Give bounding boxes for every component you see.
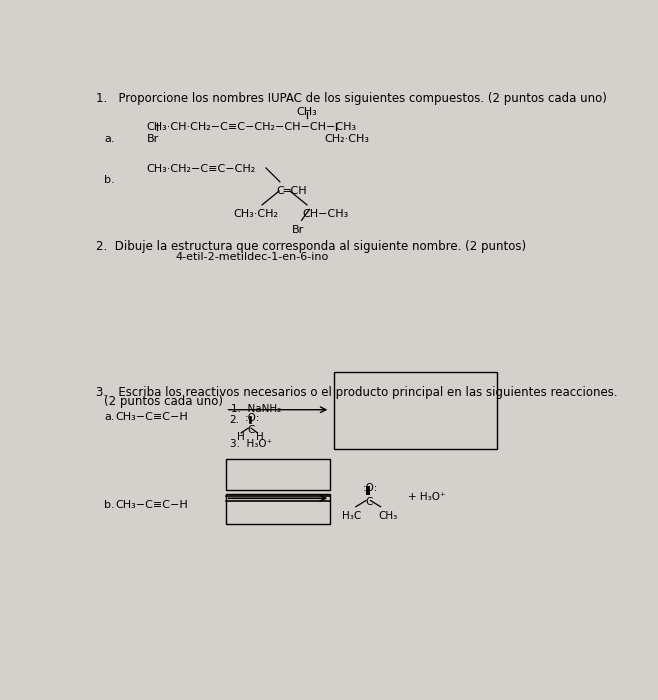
Text: C═CH: C═CH	[277, 186, 307, 195]
Text: a.: a.	[104, 134, 114, 144]
Text: H: H	[256, 432, 264, 442]
Bar	[226, 494, 330, 524]
Text: CH₃·CH₂−C≡C−CH₂: CH₃·CH₂−C≡C−CH₂	[147, 164, 256, 174]
Text: CH₂·CH₃: CH₂·CH₃	[324, 134, 369, 144]
Text: 1.  NaNH₂: 1. NaNH₂	[231, 403, 282, 414]
Text: 3.   Escriba los reactivos necesarios o el producto principal en las siguientes : 3. Escriba los reactivos necesarios o el…	[96, 386, 618, 399]
Text: CH₃: CH₃	[297, 107, 317, 117]
Text: 4-etil-2-metildec-1-en-6-ino: 4-etil-2-metildec-1-en-6-ino	[175, 252, 328, 262]
Text: a.: a.	[104, 412, 114, 422]
Text: CH₃−C≡C−H: CH₃−C≡C−H	[116, 412, 188, 422]
Text: Br: Br	[291, 225, 304, 235]
Text: :O:: :O:	[245, 413, 261, 423]
Text: CH₃−C≡C−H: CH₃−C≡C−H	[116, 500, 188, 510]
Text: 2.: 2.	[230, 415, 240, 425]
Text: CH₃: CH₃	[378, 510, 397, 521]
Text: 3.  H₃O⁺: 3. H₃O⁺	[230, 439, 272, 449]
Text: H: H	[238, 432, 245, 442]
Text: CH₃·CH₂: CH₃·CH₂	[234, 209, 278, 218]
Bar	[334, 372, 497, 449]
Text: 1.   Proporcione los nombres IUPAC de los siguientes compuestos. (2 puntos cada : 1. Proporcione los nombres IUPAC de los …	[96, 92, 607, 106]
Text: + H₃O⁺: + H₃O⁺	[408, 492, 445, 502]
Text: CH−CH₃: CH−CH₃	[302, 209, 349, 218]
Text: C: C	[365, 498, 372, 508]
Text: H₃C: H₃C	[342, 510, 361, 521]
Text: :O:: :O:	[363, 483, 378, 493]
Text: (2 puntos cada uno): (2 puntos cada uno)	[104, 395, 223, 408]
Text: C: C	[247, 425, 255, 435]
Text: 2.  Dibuje la estructura que corresponda al siguiente nombre. (2 puntos): 2. Dibuje la estructura que corresponda …	[96, 239, 526, 253]
Text: CH₃·CH·CH₂−C≡C−CH₂−CH−CH−CH₃: CH₃·CH·CH₂−C≡C−CH₂−CH−CH−CH₃	[147, 122, 357, 132]
Text: b.: b.	[104, 175, 114, 185]
Text: Br: Br	[147, 134, 160, 144]
Bar	[226, 459, 330, 490]
Text: b.: b.	[104, 500, 114, 510]
